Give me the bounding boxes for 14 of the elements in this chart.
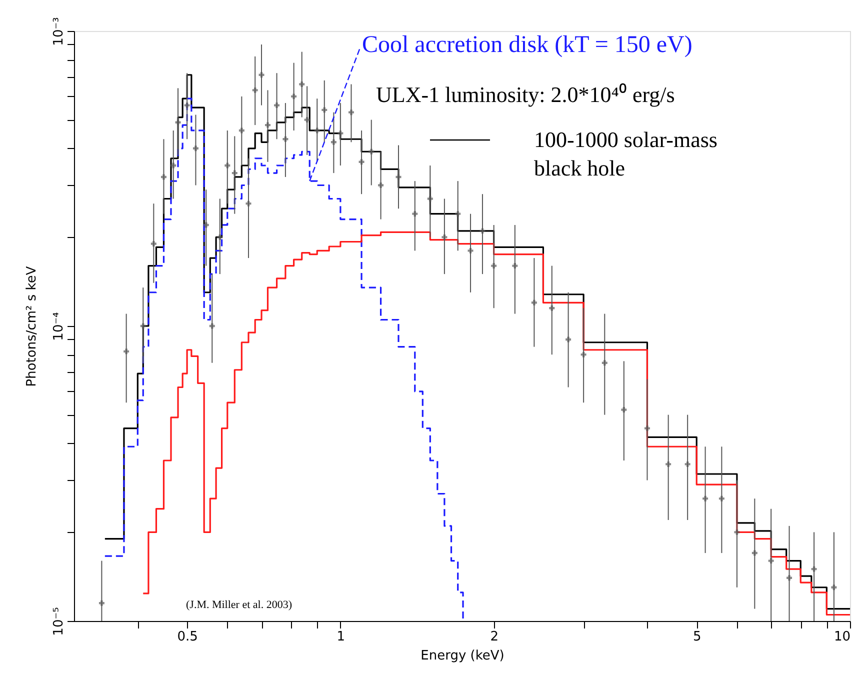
x-axis-title: Energy (keV) [420,648,504,664]
annotation: (J.M. Miller et al. 2003) [186,599,292,611]
y-tick-label: 10⁻⁵ [52,607,66,636]
x-tick-label: 5 [692,630,702,644]
y-tick-label: 10⁻⁴ [52,312,66,341]
x-tick-label: 0.5 [177,630,198,644]
annotation: Cool accretion disk (kT = 150 eV) [362,32,692,58]
annotation: 100-1000 solar-mass black hole [534,127,718,181]
x-tick-label: 1 [336,630,346,644]
y-tick-label: 10⁻³ [52,17,66,46]
y-axis-title: Photons/cm² s keV [24,266,40,387]
x-tick-label: 10 [834,630,850,644]
annotation: ULX-1 luminosity: 2.0*10⁴⁰ erg/s [376,82,675,107]
x-tick-label: 2 [490,630,498,644]
